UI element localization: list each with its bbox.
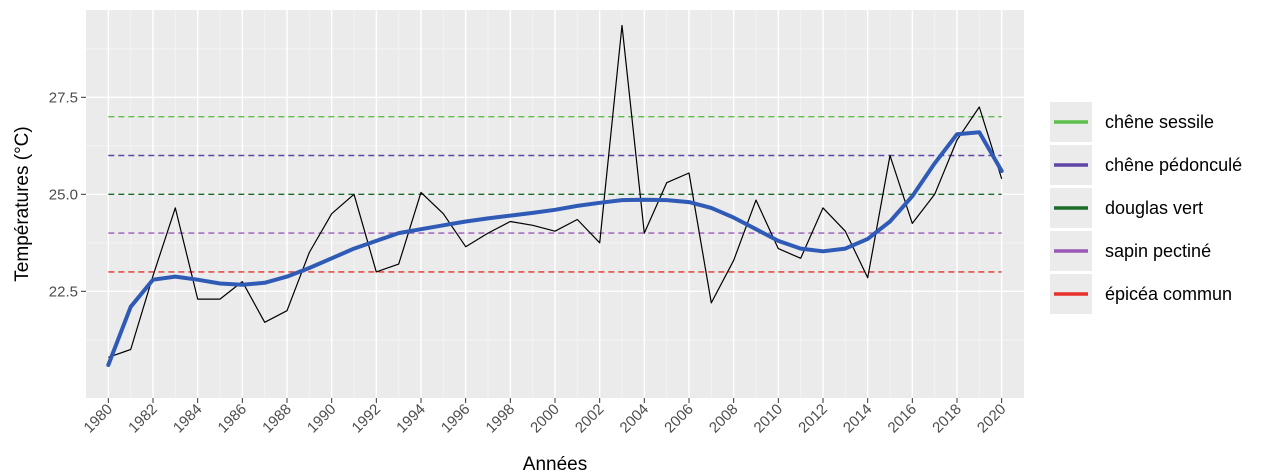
y-axis: 22.5 25.0 27.5 (49, 89, 86, 300)
legend-label: douglas vert (1105, 198, 1203, 218)
y-axis-title: Températures (°C) (12, 126, 33, 281)
y-tick-label: 25.0 (49, 186, 78, 203)
x-tick-label: 2020 (974, 401, 1010, 437)
x-tick-label: 2008 (706, 401, 742, 437)
x-tick-label: 2016 (885, 401, 921, 437)
x-tick-label: 2012 (795, 401, 831, 437)
legend-label: chêne pédonculé (1105, 155, 1242, 175)
x-tick-label: 1992 (349, 401, 385, 437)
x-tick-label: 1984 (170, 401, 206, 437)
x-tick-label: 1986 (215, 401, 251, 437)
x-tick-label: 2018 (929, 401, 965, 437)
y-tick-label: 22.5 (49, 283, 78, 300)
reference-lines (108, 115, 1002, 273)
smooth-trend-line (106, 130, 1004, 367)
grid-major (86, 10, 1024, 398)
x-tick-label: 1998 (483, 401, 519, 437)
x-tick-label: 1988 (259, 401, 295, 437)
legend: chêne sessile chêne pédonculé douglas vert… (1050, 102, 1242, 314)
x-tick-label: 2004 (617, 401, 653, 437)
x-tick-label: 2014 (840, 401, 876, 437)
x-tick-label: 1990 (304, 401, 340, 437)
legend-label: sapin pectiné (1105, 241, 1211, 261)
x-tick-label: 2006 (661, 401, 697, 437)
x-axis-title: Années (523, 454, 587, 475)
legend-label: chêne sessile (1105, 112, 1214, 132)
x-tick-label: 2010 (751, 401, 787, 437)
y-tick-label: 27.5 (49, 89, 78, 106)
x-tick-label: 2000 (527, 401, 563, 437)
x-axis: 1980 1982 1984 1986 1988 1990 1992 1994 1996 1998… (81, 398, 1010, 437)
x-tick-label: 1994 (393, 401, 429, 437)
legend-label: épicéa commun (1105, 284, 1232, 304)
x-tick-label: 1980 (81, 401, 117, 437)
x-tick-label: 2002 (572, 401, 608, 437)
x-tick-label: 1996 (438, 401, 474, 437)
series-layer (106, 24, 1004, 367)
x-tick-label: 1982 (125, 401, 161, 437)
